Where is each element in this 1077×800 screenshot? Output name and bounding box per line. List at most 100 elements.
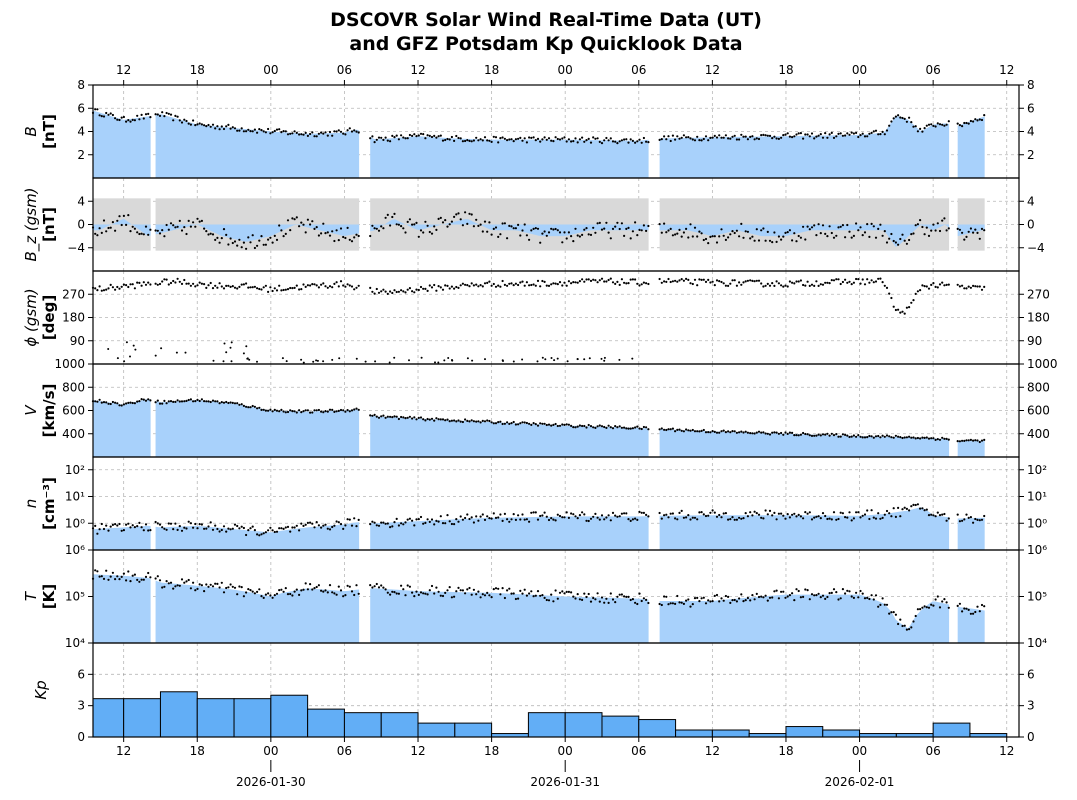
data-point <box>205 125 208 128</box>
data-point <box>461 282 464 285</box>
data-point <box>238 238 241 241</box>
data-point <box>554 136 557 139</box>
data-point <box>320 526 323 529</box>
data-point <box>558 424 562 427</box>
data-point <box>293 590 296 593</box>
data-point <box>980 288 984 291</box>
data-point <box>693 516 697 519</box>
data-point <box>795 280 798 283</box>
data-point <box>298 529 301 532</box>
data-point <box>140 113 143 116</box>
data-point <box>687 598 690 601</box>
data-point <box>295 524 298 527</box>
data-point <box>965 607 968 610</box>
y-tick-label: 800 <box>1027 380 1050 394</box>
x-tick-label: 18 <box>778 63 793 77</box>
data-point <box>389 290 392 293</box>
data-point <box>967 230 970 233</box>
data-point <box>857 434 860 437</box>
data-point <box>138 232 141 236</box>
data-point <box>956 122 959 125</box>
data-point <box>165 278 168 281</box>
data-point <box>127 119 130 122</box>
data-point <box>972 231 975 234</box>
data-point <box>598 424 601 427</box>
data-point <box>727 430 730 433</box>
y-tick-label: 90 <box>1027 334 1042 348</box>
data-point <box>430 518 434 521</box>
data-point <box>791 513 794 516</box>
data-point <box>107 529 110 532</box>
data-point <box>107 113 110 116</box>
data-point <box>433 225 436 228</box>
data-point <box>614 601 617 604</box>
data-point <box>260 129 263 132</box>
x-tick-label: 18 <box>778 744 793 758</box>
data-point <box>404 594 407 597</box>
data-point <box>936 511 939 514</box>
data-point <box>777 512 781 515</box>
data-point <box>885 434 889 437</box>
data-point <box>890 436 893 439</box>
y-tick-label: 10⁰ <box>65 516 85 530</box>
data-point <box>768 239 772 242</box>
data-point <box>932 437 935 440</box>
data-point <box>400 522 403 525</box>
data-point <box>503 283 506 286</box>
data-point <box>691 235 694 238</box>
data-point <box>819 133 822 136</box>
kp-bar <box>417 722 456 738</box>
data-point <box>178 119 181 122</box>
date-label: 2026-01-30 <box>236 775 306 789</box>
data-point <box>222 287 226 290</box>
data-point <box>583 424 586 428</box>
data-point <box>594 231 597 234</box>
data-point <box>320 283 323 286</box>
data-point <box>373 521 376 524</box>
data-point <box>576 141 579 144</box>
data-point <box>667 516 670 519</box>
data-point <box>216 286 219 289</box>
data-point <box>958 124 962 127</box>
data-point <box>611 140 615 143</box>
data-point <box>483 594 487 597</box>
data-point <box>136 281 139 284</box>
data-point <box>768 134 772 137</box>
data-point <box>620 426 624 429</box>
data-point <box>339 130 343 133</box>
data-point <box>519 136 522 139</box>
data-point <box>455 134 458 138</box>
data-point <box>183 526 186 529</box>
data-point <box>841 588 845 591</box>
data-point <box>433 523 436 526</box>
data-point <box>983 229 986 232</box>
data-point <box>339 523 343 526</box>
data-point <box>795 588 798 591</box>
data-point <box>178 584 181 587</box>
data-point <box>749 432 752 435</box>
y-tick-label: 180 <box>62 311 85 325</box>
data-point <box>369 414 372 417</box>
data-point <box>660 281 663 284</box>
data-point <box>286 288 290 291</box>
data-point <box>742 236 745 239</box>
data-point <box>118 404 121 407</box>
data-point <box>446 514 449 517</box>
data-point <box>795 434 798 437</box>
data-point <box>583 513 586 516</box>
data-point <box>607 231 610 234</box>
data-point <box>558 514 562 518</box>
data-point <box>242 352 245 355</box>
data-point <box>941 436 944 439</box>
data-point <box>220 401 223 404</box>
data-point <box>967 608 970 612</box>
data-point <box>793 135 796 138</box>
data-point <box>563 136 566 139</box>
data-point <box>120 404 123 407</box>
series-fill <box>155 522 360 550</box>
data-point <box>178 400 181 403</box>
data-point <box>905 628 909 631</box>
data-point <box>486 139 489 142</box>
data-point <box>333 282 336 285</box>
data-point <box>225 284 228 287</box>
